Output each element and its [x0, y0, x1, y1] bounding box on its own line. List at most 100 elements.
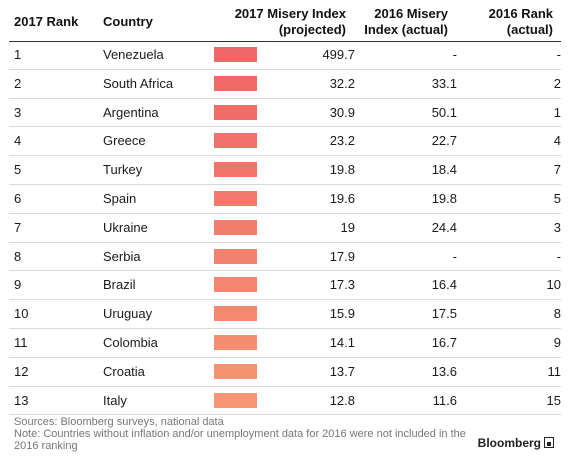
- rank-2017-cell: 13: [14, 392, 29, 408]
- header-misery-2016-line1: 2016 Misery: [374, 6, 448, 21]
- country-cell: South Africa: [103, 75, 174, 91]
- misery-bar: [214, 392, 257, 408]
- misery-bar: [214, 306, 257, 322]
- country-cell: Ukraine: [103, 219, 148, 235]
- misery-2017-cell: 17.3: [329, 277, 355, 293]
- misery-2017-cell: 12.8: [329, 392, 355, 408]
- rank-2017-cell: 9: [14, 277, 22, 293]
- rank-2016-cell: 7: [553, 162, 561, 178]
- misery-2016-cell: 18.4: [431, 162, 457, 178]
- misery-2016-cell: 24.4: [431, 219, 457, 235]
- rank-2016-cell: 11: [547, 363, 562, 379]
- rank-2016-cell: 9: [553, 334, 561, 350]
- bloomberg-logo: Bloomberg: [478, 436, 554, 450]
- rank-2017-cell: 11: [14, 334, 28, 350]
- rank-2017-cell: 12: [14, 363, 29, 379]
- misery-bar: [214, 75, 257, 91]
- footer-note: Note: Countries without inflation and/or…: [14, 428, 466, 452]
- country-cell: Spain: [103, 190, 137, 206]
- table-row: 3 Argentina 30.9 50.1 1: [9, 99, 561, 128]
- country-cell: Serbia: [103, 248, 141, 264]
- table-row: 4 Greece 23.2 22.7 4: [9, 127, 561, 157]
- table-row: 5 Turkey 19.8 18.4 7: [9, 156, 561, 185]
- misery-2017-cell: 499.7: [322, 47, 355, 62]
- misery-2017-cell: 17.9: [329, 248, 355, 264]
- table-row: 11 Colombia 14.1 16.7 9: [9, 329, 561, 358]
- header-divider: [9, 41, 561, 42]
- misery-bar: [214, 47, 257, 62]
- header-misery-2016: 2016 Misery Index (actual): [364, 6, 448, 38]
- misery-2017-cell: 23.2: [329, 133, 355, 149]
- table-row: 13 Italy 12.8 11.6 15: [9, 387, 561, 416]
- misery-bar: [214, 248, 257, 264]
- rank-2017-cell: 5: [14, 162, 22, 178]
- country-cell: Colombia: [103, 334, 158, 350]
- misery-2016-cell: 13.6: [431, 363, 457, 379]
- misery-2017-cell: 19.8: [329, 162, 355, 178]
- misery-2017-cell: 13.7: [329, 363, 355, 379]
- rank-2017-cell: 3: [14, 104, 22, 120]
- rank-2017-cell: 7: [14, 219, 22, 235]
- misery-2016-cell: 17.5: [431, 306, 457, 322]
- header-misery-2017-line1: 2017 Misery Index: [234, 6, 346, 21]
- table-row: 2 South Africa 32.2 33.1 2: [9, 70, 561, 99]
- misery-bar: [214, 104, 257, 120]
- misery-bar: [214, 363, 257, 379]
- footer-sources: Sources: Bloomberg surveys, national dat…: [14, 416, 224, 428]
- misery-2016-cell: 11.6: [432, 392, 457, 408]
- header-rank-2017: 2017 Rank: [14, 14, 79, 29]
- header-rank-2016: 2016 Rank (actual): [489, 6, 553, 38]
- misery-bar: [214, 277, 257, 293]
- misery-2016-cell: -: [452, 47, 457, 62]
- table-row: 9 Brazil 17.3 16.4 10: [9, 271, 561, 301]
- rank-2016-cell: 10: [546, 277, 561, 293]
- header-rank-2016-line2: (actual): [506, 22, 553, 37]
- rank-2016-cell: 3: [553, 219, 561, 235]
- misery-bar: [214, 162, 257, 178]
- header-country: Country: [103, 14, 153, 29]
- rank-2016-cell: -: [556, 248, 561, 264]
- rank-2017-cell: 10: [14, 306, 29, 322]
- misery-bar: [214, 334, 257, 350]
- rank-2016-cell: 5: [553, 190, 561, 206]
- table-row: 8 Serbia 17.9 - -: [9, 243, 561, 272]
- country-cell: Argentina: [103, 104, 159, 120]
- header-misery-2016-line2: Index (actual): [364, 22, 448, 37]
- table-row: 1 Venezuela 499.7 - -: [9, 41, 561, 70]
- country-cell: Brazil: [103, 277, 136, 293]
- bloomberg-icon: [544, 437, 554, 448]
- misery-2017-cell: 14.1: [329, 334, 355, 350]
- country-cell: Italy: [103, 392, 127, 408]
- rank-2017-cell: 4: [14, 133, 22, 149]
- misery-2016-cell: 16.7: [431, 334, 457, 350]
- rank-2016-cell: 1: [553, 104, 561, 120]
- header-misery-2017: 2017 Misery Index (projected): [235, 6, 346, 38]
- misery-2017-cell: 19.6: [329, 190, 355, 206]
- rank-2017-cell: 2: [14, 75, 22, 91]
- rank-2016-cell: 15: [546, 392, 561, 408]
- misery-2016-cell: 33.1: [431, 75, 457, 91]
- country-cell: Greece: [103, 133, 146, 149]
- misery-2016-cell: 50.1: [431, 104, 457, 120]
- rank-2016-cell: 4: [553, 133, 561, 149]
- rank-2017-cell: 8: [14, 248, 22, 264]
- misery-2017-cell: 32.2: [329, 75, 355, 91]
- misery-bar: [214, 219, 257, 235]
- misery-2016-cell: 19.8: [431, 190, 457, 206]
- misery-2016-cell: 16.4: [431, 277, 457, 293]
- misery-2017-cell: 19: [340, 219, 355, 235]
- country-cell: Venezuela: [103, 47, 164, 62]
- table-row: 7 Ukraine 19 24.4 3: [9, 214, 561, 243]
- table-row: 12 Croatia 13.7 13.6 11: [9, 358, 561, 387]
- brand-label: Bloomberg: [477, 436, 541, 450]
- misery-2016-cell: -: [452, 248, 457, 264]
- country-cell: Croatia: [103, 363, 145, 379]
- header-misery-2017-line2: (projected): [278, 22, 346, 37]
- rank-2016-cell: 2: [553, 75, 561, 91]
- table-row: 6 Spain 19.6 19.8 5: [9, 185, 561, 214]
- rank-2017-cell: 1: [14, 47, 22, 62]
- country-cell: Uruguay: [103, 306, 153, 322]
- table-row: 10 Uruguay 15.9 17.5 8: [9, 300, 561, 329]
- rank-2016-cell: 8: [553, 306, 561, 322]
- misery-2017-cell: 30.9: [329, 104, 355, 120]
